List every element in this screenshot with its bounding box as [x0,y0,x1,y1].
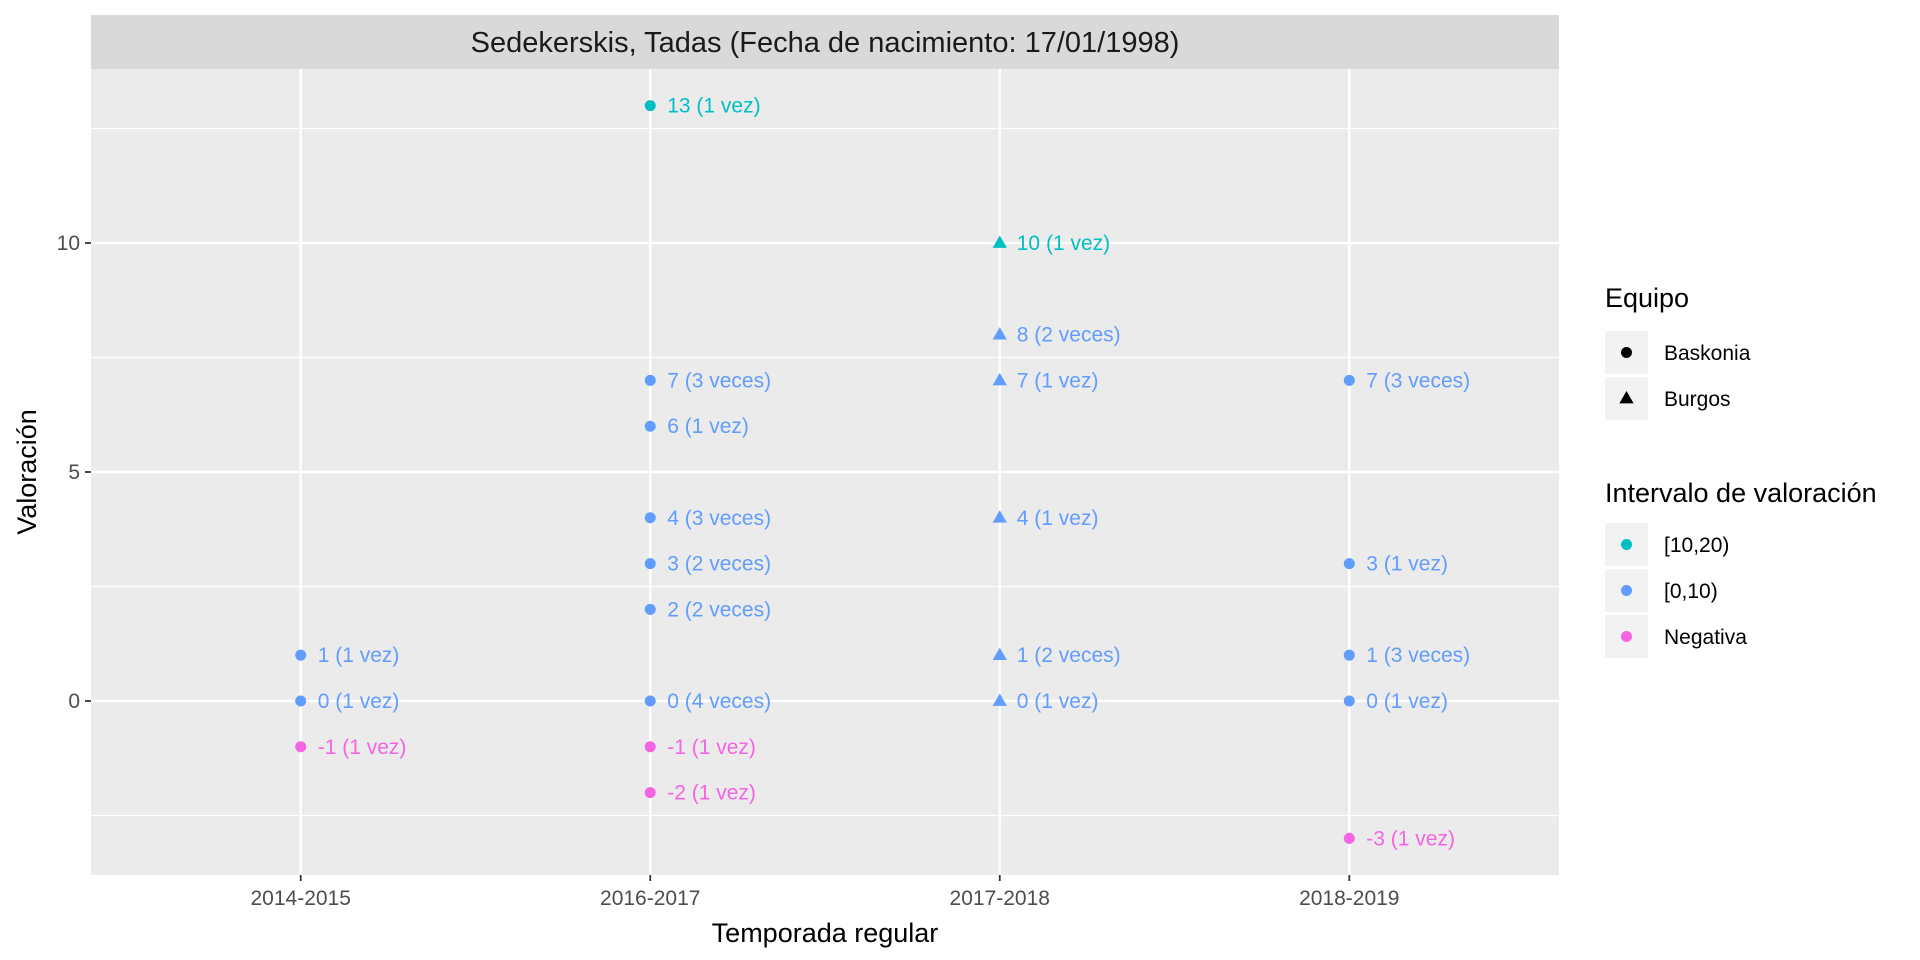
legend-color-label: Negativa [1664,626,1747,649]
data-point [644,741,656,753]
data-label: 7 (3 veces) [667,369,771,392]
data-point [992,510,1007,523]
legend-color-marker [1621,631,1632,642]
data-label: 3 (1 vez) [1366,553,1448,576]
x-tick-label: 2016-2017 [600,887,700,910]
data-point [295,649,307,661]
legend-color-label: [0,10) [1664,580,1718,603]
data-point [992,235,1007,248]
data-point [644,420,656,432]
legend-title-intervalo: Intervalo de valoración [1605,478,1877,508]
data-label: 4 (1 vez) [1017,507,1099,530]
data-label: 1 (3 veces) [1366,644,1470,667]
x-axis: 2014-2015 2016-2017 2017-2018 2018-2019 [250,875,1400,910]
legend-color-label: [10,20) [1664,534,1729,557]
minor-gridlines [91,127,1559,817]
data-point [644,374,656,386]
data-label: 10 (1 vez) [1017,232,1110,255]
legend-color-marker [1621,585,1632,596]
x-tick-label: 2018-2019 [1299,887,1399,910]
data-point [1343,374,1355,386]
legend: Equipo Baskonia Burgos Intervalo de valor… [1605,283,1877,658]
y-axis-title: Valoración [12,409,42,535]
title-strip [91,15,1559,69]
chart-title: Sedekerskis, Tadas (Fecha de nacimiento:… [471,27,1180,59]
y-tick-label: 10 [57,232,80,255]
data-label: -2 (1 vez) [667,782,756,805]
data-label: 8 (2 veces) [1017,324,1121,347]
data-label: 4 (3 veces) [667,507,771,530]
data-point [644,512,656,524]
data-point [992,693,1007,706]
data-point [1343,695,1355,707]
y-axis: 0 5 10 [57,232,91,713]
data-label: -1 (1 vez) [667,736,756,759]
data-point [644,787,656,799]
data-label: 13 (1 vez) [667,95,760,118]
data-point [295,741,307,753]
legend-shape-marker [1621,347,1632,358]
y-tick-label: 5 [68,461,80,484]
data-label: 2 (2 veces) [667,598,771,621]
legend-color-items: [10,20) [0,10) Negativa [1605,523,1747,658]
data-label: 1 (2 veces) [1017,644,1121,667]
x-tick-label: 2014-2015 [250,887,350,910]
y-tick-label: 0 [68,690,80,713]
data-point [644,558,656,570]
data-point [1343,558,1355,570]
data-point [992,647,1007,661]
legend-shape-marker [1619,391,1634,404]
legend-title-equipo: Equipo [1605,283,1689,313]
data-point [644,695,656,707]
legend-color-marker [1621,539,1632,550]
data-point [1343,649,1355,661]
data-point [644,603,656,615]
legend-shape-label: Burgos [1664,388,1731,411]
data-label: 0 (1 vez) [1017,690,1099,713]
data-label: 1 (1 vez) [318,644,400,667]
data-point [992,327,1007,340]
data-points: 1 (1 vez) 0 (1 vez) -1 (1 vez) 13 (1 vez) 7 … [295,95,1470,850]
data-label: -3 (1 vez) [1366,827,1455,850]
legend-shape-label: Baskonia [1664,342,1751,365]
legend-shape-items: Baskonia Burgos [1605,331,1751,420]
data-label: 0 (1 vez) [318,690,400,713]
data-label: 3 (2 veces) [667,553,771,576]
x-tick-label: 2017-2018 [950,887,1050,910]
data-point [992,372,1007,386]
data-label: 7 (1 vez) [1017,369,1099,392]
data-point [1343,832,1355,844]
data-point [644,100,656,112]
data-label: 7 (3 veces) [1366,369,1470,392]
data-point [295,695,307,707]
x-axis-title: Temporada regular [712,918,939,948]
major-gridlines [91,69,1559,875]
data-label: 6 (1 vez) [667,415,749,438]
data-label: 0 (1 vez) [1366,690,1448,713]
data-label: 0 (4 veces) [667,690,771,713]
data-label: -1 (1 vez) [318,736,407,759]
